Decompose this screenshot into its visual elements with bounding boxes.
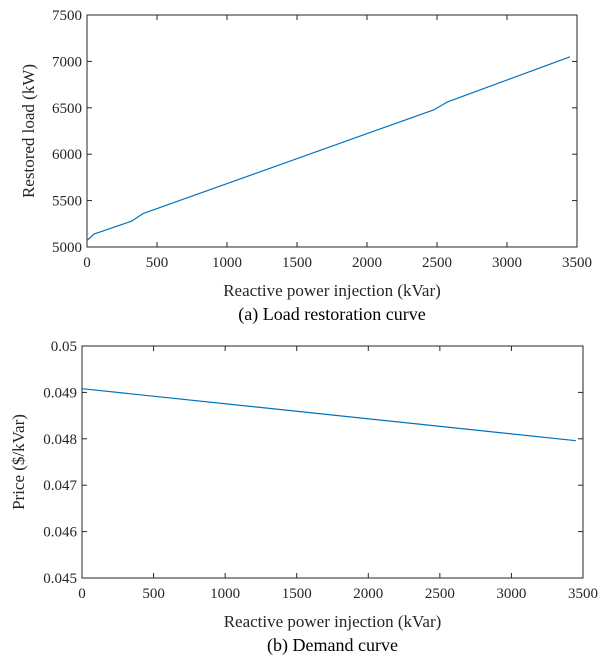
x-tick-label: 2500 [425,586,455,602]
x-tick-label: 2000 [353,586,383,602]
y-tick-label: 0.046 [43,525,77,541]
x-tick-label: 3500 [562,255,592,271]
x-tick-label: 500 [146,255,169,271]
y-tick-label: 5000 [52,240,82,256]
x-tick-label: 2000 [352,255,382,271]
x-tick-label: 0 [78,586,86,602]
y-tick-label: 6000 [52,147,82,163]
plot-area-a [86,14,578,248]
x-tick-label: 2500 [422,255,452,271]
chart-caption: (a) Load restoration curve [238,304,425,325]
series-line [86,56,571,241]
y-tick-label: 0.05 [51,339,77,355]
y-tick-label: 7000 [52,54,82,70]
y-axis-label: Restored load (kW) [19,64,38,198]
x-tick-label: 3000 [492,255,522,271]
chart-b: 0 500 1000 1500 2000 2500 3000 3500 0.045 0.046 0.… [9,339,598,656]
x-tick-label: 1500 [282,255,312,271]
y-tick-label: 7500 [52,8,82,24]
series-line [81,388,576,442]
chart-caption: (b) Demand curve [267,635,398,656]
x-tick-label: 1500 [282,586,312,602]
x-axis-label: Reactive power injection (kVar) [223,281,441,300]
y-tick-label: 0.048 [43,432,77,448]
x-axis-label: Reactive power injection (kVar) [224,612,442,631]
chart-a: 0 500 1000 1500 2000 2500 3000 3500 5000 5500 6000… [19,8,592,325]
x-tick-label: 0 [83,255,91,271]
x-tick-label: 500 [142,586,165,602]
y-tick-label: 0.049 [43,385,77,401]
y-tick-label: 0.045 [43,571,77,587]
x-tick-label: 3500 [568,586,598,602]
x-tick-label: 1000 [210,586,240,602]
y-tick-label: 6500 [52,101,82,117]
y-axis-label: Price ($/kVar) [9,414,28,510]
x-tick-label: 3000 [496,586,526,602]
y-tick-label: 5500 [52,194,82,210]
plot-area-b [81,345,584,579]
y-tick-label: 0.047 [43,478,77,494]
x-tick-label: 1000 [212,255,242,271]
